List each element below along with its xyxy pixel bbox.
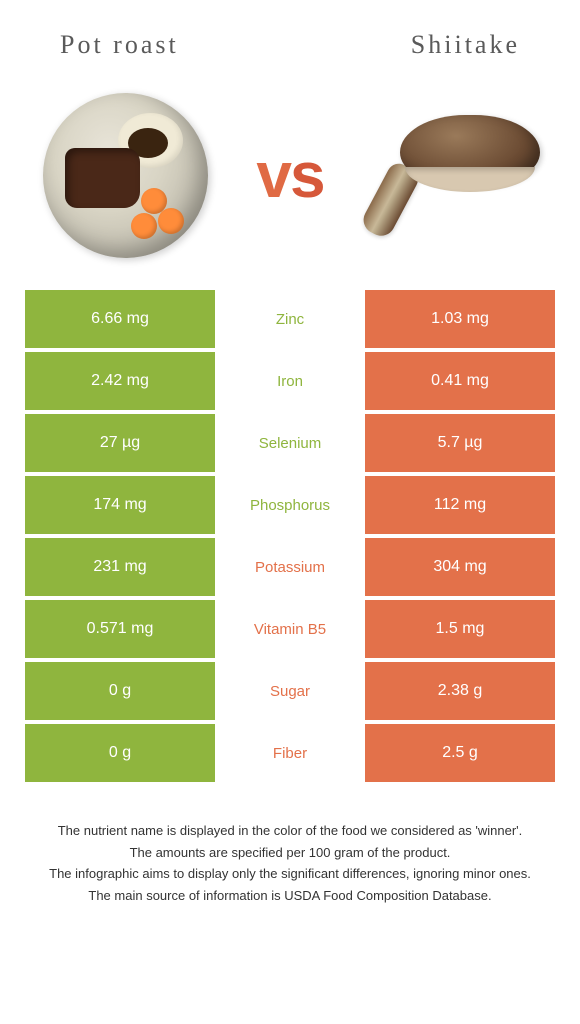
shiitake-image (370, 90, 540, 260)
value-left: 0 g (25, 662, 215, 720)
nutrient-table: 6.66 mgZinc1.03 mg2.42 mgIron0.41 mg27 µ… (25, 290, 555, 786)
footer-line: The amounts are specified per 100 gram o… (25, 843, 555, 863)
images-row: vs (0, 80, 580, 290)
value-right: 112 mg (365, 476, 555, 534)
pot-roast-image (40, 90, 210, 260)
nutrient-name: Fiber (215, 724, 365, 782)
value-left: 174 mg (25, 476, 215, 534)
value-left: 231 mg (25, 538, 215, 596)
value-left: 0.571 mg (25, 600, 215, 658)
value-right: 5.7 µg (365, 414, 555, 472)
header: Pot roast Shiitake (0, 0, 580, 80)
value-left: 27 µg (25, 414, 215, 472)
nutrient-name: Sugar (215, 662, 365, 720)
nutrient-name: Selenium (215, 414, 365, 472)
title-left: Pot roast (60, 30, 179, 60)
table-row: 2.42 mgIron0.41 mg (25, 352, 555, 410)
table-row: 0.571 mgVitamin B51.5 mg (25, 600, 555, 658)
table-row: 0 gFiber2.5 g (25, 724, 555, 782)
table-row: 0 gSugar2.38 g (25, 662, 555, 720)
title-right: Shiitake (411, 30, 520, 60)
value-right: 2.38 g (365, 662, 555, 720)
value-right: 0.41 mg (365, 352, 555, 410)
table-row: 174 mgPhosphorus112 mg (25, 476, 555, 534)
value-right: 1.03 mg (365, 290, 555, 348)
nutrient-name: Iron (215, 352, 365, 410)
value-left: 0 g (25, 724, 215, 782)
vs-label: vs (256, 143, 323, 207)
table-row: 231 mgPotassium304 mg (25, 538, 555, 596)
footer-notes: The nutrient name is displayed in the co… (25, 821, 555, 907)
value-left: 6.66 mg (25, 290, 215, 348)
table-row: 27 µgSelenium5.7 µg (25, 414, 555, 472)
value-right: 2.5 g (365, 724, 555, 782)
value-left: 2.42 mg (25, 352, 215, 410)
footer-line: The nutrient name is displayed in the co… (25, 821, 555, 841)
nutrient-name: Vitamin B5 (215, 600, 365, 658)
nutrient-name: Phosphorus (215, 476, 365, 534)
value-right: 1.5 mg (365, 600, 555, 658)
footer-line: The infographic aims to display only the… (25, 864, 555, 884)
value-right: 304 mg (365, 538, 555, 596)
nutrient-name: Zinc (215, 290, 365, 348)
nutrient-name: Potassium (215, 538, 365, 596)
footer-line: The main source of information is USDA F… (25, 886, 555, 906)
table-row: 6.66 mgZinc1.03 mg (25, 290, 555, 348)
